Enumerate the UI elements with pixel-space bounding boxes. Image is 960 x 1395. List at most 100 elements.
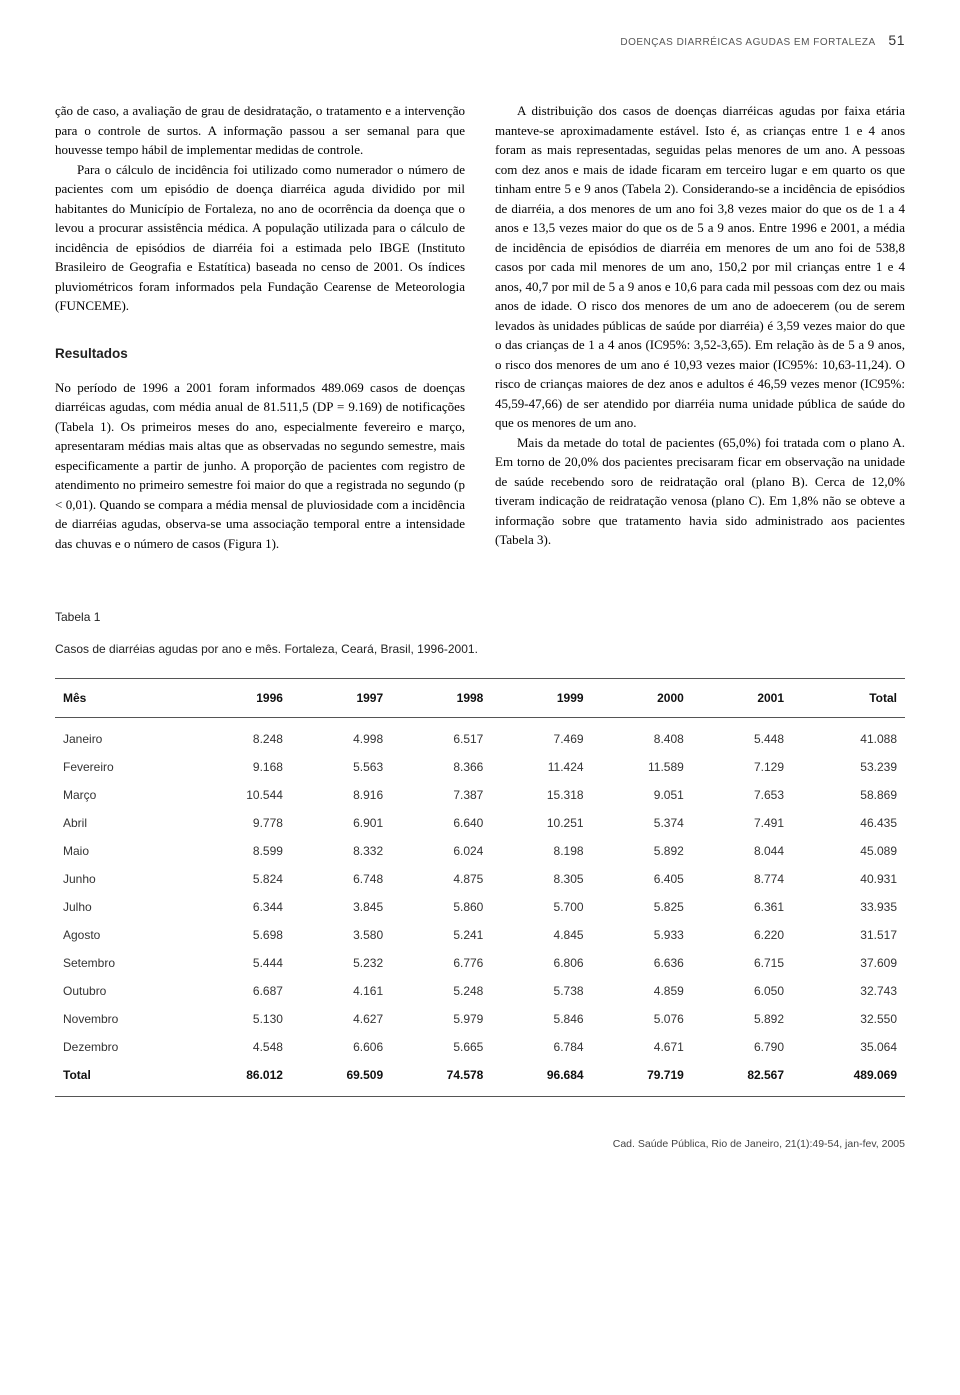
table-row: Julho6.3443.8455.8605.7005.8256.36133.93… bbox=[55, 893, 905, 921]
table-cell: 5.979 bbox=[391, 1005, 491, 1033]
table-cell: Fevereiro bbox=[55, 753, 191, 781]
table-cell: 489.069 bbox=[792, 1061, 905, 1097]
table-cell: 9.778 bbox=[191, 809, 291, 837]
table-cell: 45.089 bbox=[792, 837, 905, 865]
table-cell: 8.332 bbox=[291, 837, 391, 865]
table-cell: 86.012 bbox=[191, 1061, 291, 1097]
table-cell: 7.491 bbox=[692, 809, 792, 837]
table-cell: 8.916 bbox=[291, 781, 391, 809]
table-cell: 8.599 bbox=[191, 837, 291, 865]
table-cell: 5.824 bbox=[191, 865, 291, 893]
table-cell: 8.044 bbox=[692, 837, 792, 865]
paragraph: Para o cálculo de incidência foi utiliza… bbox=[55, 160, 465, 316]
col-header: 1998 bbox=[391, 679, 491, 718]
table-row: Fevereiro9.1685.5638.36611.42411.5897.12… bbox=[55, 753, 905, 781]
col-header: 1999 bbox=[491, 679, 591, 718]
table-cell: 5.448 bbox=[692, 718, 792, 754]
paragraph: No período de 1996 a 2001 foram informad… bbox=[55, 378, 465, 554]
table-cell: 8.366 bbox=[391, 753, 491, 781]
table-cell: 5.738 bbox=[491, 977, 591, 1005]
table-cell: 4.161 bbox=[291, 977, 391, 1005]
table-cell: 3.845 bbox=[291, 893, 391, 921]
table-cell: 5.248 bbox=[391, 977, 491, 1005]
table-cell: 5.232 bbox=[291, 949, 391, 977]
table-cell: 10.251 bbox=[491, 809, 591, 837]
table-cell: Agosto bbox=[55, 921, 191, 949]
table-cell: Novembro bbox=[55, 1005, 191, 1033]
table-cell: 6.806 bbox=[491, 949, 591, 977]
table-total-row: Total86.01269.50974.57896.68479.71982.56… bbox=[55, 1061, 905, 1097]
table-cell: 11.424 bbox=[491, 753, 591, 781]
table-cell: 5.076 bbox=[592, 1005, 692, 1033]
table-cell: 4.671 bbox=[592, 1033, 692, 1061]
page-number: 51 bbox=[888, 32, 905, 48]
table-cell: 6.901 bbox=[291, 809, 391, 837]
table-cell: 6.784 bbox=[491, 1033, 591, 1061]
table-cell: Julho bbox=[55, 893, 191, 921]
table-cell: 8.198 bbox=[491, 837, 591, 865]
table-row: Agosto5.6983.5805.2414.8455.9336.22031.5… bbox=[55, 921, 905, 949]
table-cell: Outubro bbox=[55, 977, 191, 1005]
table-cell: 37.609 bbox=[792, 949, 905, 977]
table-cell: 5.563 bbox=[291, 753, 391, 781]
table-cell: 5.374 bbox=[592, 809, 692, 837]
table-row: Março10.5448.9167.38715.3189.0517.65358.… bbox=[55, 781, 905, 809]
table-1-block: Tabela 1 Casos de diarréias agudas por a… bbox=[55, 608, 905, 1097]
col-header: 2001 bbox=[692, 679, 792, 718]
journal-citation: Cad. Saúde Pública, Rio de Janeiro, 21(1… bbox=[613, 1138, 905, 1150]
table-cell: 79.719 bbox=[592, 1061, 692, 1097]
table-cell: 32.743 bbox=[792, 977, 905, 1005]
table-1: Mês 1996 1997 1998 1999 2000 2001 Total … bbox=[55, 678, 905, 1097]
table-cell: Dezembro bbox=[55, 1033, 191, 1061]
col-header: 1996 bbox=[191, 679, 291, 718]
col-header: 2000 bbox=[592, 679, 692, 718]
table-cell: Janeiro bbox=[55, 718, 191, 754]
table-cell: 5.860 bbox=[391, 893, 491, 921]
table-cell: 5.933 bbox=[592, 921, 692, 949]
table-cell: 4.627 bbox=[291, 1005, 391, 1033]
table-cell: 5.892 bbox=[692, 1005, 792, 1033]
table-cell: 5.892 bbox=[592, 837, 692, 865]
table-cell: 6.790 bbox=[692, 1033, 792, 1061]
table-cell: 6.220 bbox=[692, 921, 792, 949]
table-cell: 4.875 bbox=[391, 865, 491, 893]
table-cell: 10.544 bbox=[191, 781, 291, 809]
col-header: Mês bbox=[55, 679, 191, 718]
table-cell: 7.469 bbox=[491, 718, 591, 754]
table-cell: 5.241 bbox=[391, 921, 491, 949]
table-cell: 7.387 bbox=[391, 781, 491, 809]
table-cell: 6.344 bbox=[191, 893, 291, 921]
table-cell: 74.578 bbox=[391, 1061, 491, 1097]
page-footer: Cad. Saúde Pública, Rio de Janeiro, 21(1… bbox=[55, 1137, 905, 1153]
table-cell: 5.665 bbox=[391, 1033, 491, 1061]
table-cell: 8.248 bbox=[191, 718, 291, 754]
col-header: 1997 bbox=[291, 679, 391, 718]
table-cell: 31.517 bbox=[792, 921, 905, 949]
table-cell: 69.509 bbox=[291, 1061, 391, 1097]
table-cell: 6.361 bbox=[692, 893, 792, 921]
table-cell: 46.435 bbox=[792, 809, 905, 837]
table-cell: 4.845 bbox=[491, 921, 591, 949]
table-cell: 5.698 bbox=[191, 921, 291, 949]
table-cell: Total bbox=[55, 1061, 191, 1097]
text-columns: ção de caso, a avaliação de grau de desi… bbox=[55, 101, 905, 553]
table-cell: 6.517 bbox=[391, 718, 491, 754]
paragraph: A distribuição dos casos de doenças diar… bbox=[495, 101, 905, 433]
table-row: Outubro6.6874.1615.2485.7384.8596.05032.… bbox=[55, 977, 905, 1005]
running-header: DOENÇAS DIARRÉICAS AGUDAS EM FORTALEZA 5… bbox=[55, 30, 905, 51]
table-cell: 5.444 bbox=[191, 949, 291, 977]
table-cell: 15.318 bbox=[491, 781, 591, 809]
table-cell: 9.168 bbox=[191, 753, 291, 781]
table-cell: 6.606 bbox=[291, 1033, 391, 1061]
table-cell: Maio bbox=[55, 837, 191, 865]
section-heading-resultados: Resultados bbox=[55, 344, 465, 364]
table-cell: 8.774 bbox=[692, 865, 792, 893]
table-row: Maio8.5998.3326.0248.1985.8928.04445.089 bbox=[55, 837, 905, 865]
table-cell: 11.589 bbox=[592, 753, 692, 781]
paragraph: Mais da metade do total de pacientes (65… bbox=[495, 433, 905, 550]
table-cell: 4.859 bbox=[592, 977, 692, 1005]
table-cell: 8.305 bbox=[491, 865, 591, 893]
table-cell: 5.130 bbox=[191, 1005, 291, 1033]
table-cell: 32.550 bbox=[792, 1005, 905, 1033]
table-row: Junho5.8246.7484.8758.3056.4058.77440.93… bbox=[55, 865, 905, 893]
